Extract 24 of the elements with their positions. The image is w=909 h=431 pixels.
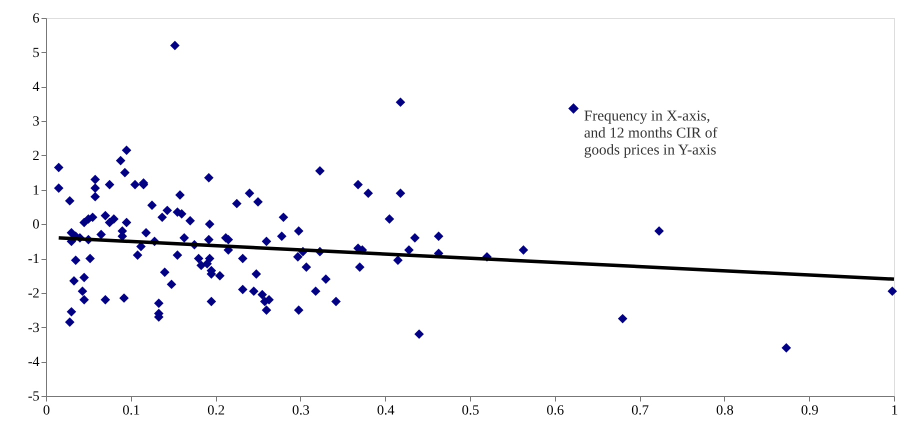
y-tick-label: 3: [32, 114, 40, 130]
x-tick-label: 0.6: [546, 404, 564, 418]
y-tick-label: -1: [28, 252, 40, 268]
x-tick-label: 0.3: [292, 404, 310, 418]
y-tick-label: -3: [28, 320, 40, 336]
x-tick-label: 0.7: [631, 404, 649, 418]
x-tick-label: 0.2: [207, 404, 225, 418]
x-tick-label: 0.1: [122, 404, 140, 418]
y-tick-label: 0: [32, 218, 40, 233]
y-tick-label: -5: [28, 390, 40, 404]
legend-label: Frequency in X-axis, and 12 months CIR of goods prices in Y-axis: [584, 108, 718, 158]
x-tick-label: 0.5: [462, 404, 480, 418]
x-tick-label: 0.4: [376, 404, 394, 418]
y-tick-label: 1: [32, 183, 40, 198]
x-tick-label: 0.9: [800, 404, 818, 418]
x-tick-label: 0.8: [716, 404, 734, 418]
y-tick-label: 6: [32, 12, 40, 26]
y-tick-label: -4: [28, 355, 40, 370]
x-tick-label: 1: [891, 404, 898, 418]
x-tick-label: 0: [43, 404, 50, 418]
y-tick-label: 4: [32, 80, 40, 96]
y-tick-label: 5: [32, 46, 40, 61]
y-tick-label: -2: [28, 286, 40, 302]
y-tick-label: 2: [32, 148, 40, 164]
